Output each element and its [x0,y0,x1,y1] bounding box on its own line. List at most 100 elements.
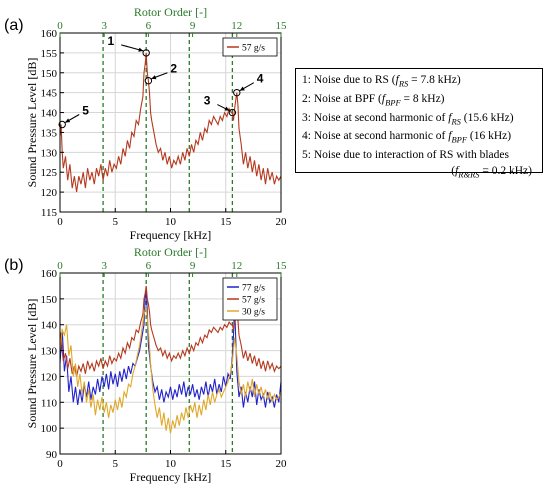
annotation-marker [58,120,66,129]
legend-entry: 57 g/s [242,296,265,306]
y-tick-label: 130 [41,346,58,358]
top-tick-label: 9 [190,260,196,272]
note-text: 4: Noise at second harmonic of [302,130,449,143]
annotation-5: 5 [58,103,89,129]
y-tick-label: 150 [41,68,58,80]
annotation-marker [228,108,237,117]
annotation-arrowhead [224,106,230,111]
y-tick-label: 110 [41,397,58,409]
note-symbol: f [381,92,386,105]
y-axis-label: Sound Pressure Level [dB] [25,58,39,188]
x-tick-label: 20 [276,216,288,228]
note-line-1: 1: Noise due to RS (fRS = 7.8 kHz) [302,73,536,92]
note-text: = 0.2 kHz) [479,164,532,177]
note-symbol: f [395,74,399,86]
note-line-3: 3: Noise at second harmonic of fRS (15.6… [302,111,536,130]
top-tick-label: 0 [57,260,63,272]
annotation-notes-box: 1: Noise due to RS (fRS = 7.8 kHz) 2: Noi… [295,68,543,179]
note-text: (16 kHz) [467,130,512,143]
note-subscript: R&RS [458,168,480,179]
annotation-label: 2 [170,62,177,76]
note-text: 1: Noise due to RS ( [302,74,396,86]
y-tick-label: 120 [41,371,58,383]
legend-frame [222,37,278,57]
top-tick-label: 6 [146,260,152,272]
series-line-30gs [60,306,281,434]
top-tick-label: 6 [146,20,152,32]
note-text: = 8 kHz) [400,92,445,105]
annotation-label: 5 [82,103,89,117]
legend-entry: 30 g/s [242,308,265,318]
x-tick-label: 10 [165,458,177,470]
y-tick-label: 150 [41,294,58,306]
annotation-arrowhead [151,75,157,80]
x-axis-label: Frequency [kHz] [130,470,212,484]
note-subscript: RS [451,115,461,126]
y-tick-label: 145 [41,88,58,100]
panel-label: (a) [4,17,24,34]
x-axis-label: Frequency [kHz] [130,228,212,242]
top-tick-label: 9 [190,20,196,32]
top-tick-label: 15 [276,20,288,32]
series-line-57gs [60,285,281,377]
legend: 57 g/s [222,37,278,57]
note-line-5: 5: Noise due to interaction of RS with b… [302,148,536,164]
note-line-6: (fR&RS = 0.2 kHz) [302,164,536,183]
top-tick-label: 3 [101,20,107,32]
legend-entry: 57 g/s [242,44,265,54]
x-tick-label: 0 [57,216,63,228]
x-tick-label: 0 [57,458,63,470]
series-line-57gs [60,52,281,193]
y-axis-label: Sound Pressure Level [dB] [25,299,39,429]
note-line-2: 2: Noise at BPF (fBPF = 8 kHz) [302,92,536,111]
y-tick-label: 120 [41,187,58,199]
note-subscript: BPF [385,97,401,108]
y-tick-label: 160 [41,28,58,40]
chart-panel-a: (a)0 5 10 15 2011512012513013514014515015516… [4,5,287,242]
annotation-arrowhead [138,47,144,52]
y-tick-label: 90 [46,449,58,461]
y-tick-label: 115 [41,207,58,219]
annotation-marker [233,88,241,97]
x-tick-label: 15 [220,216,232,228]
annotation-arrowhead [239,86,245,91]
note-subscript: BPF [451,134,468,145]
top-tick-label: 0 [57,20,63,32]
y-tick-label: 160 [41,268,58,280]
annotation-4: 4 [233,72,264,97]
note-symbol: f [455,164,459,177]
annotation-label: 3 [204,94,211,108]
annotation-label: 1 [108,34,115,48]
panel-label: (b) [4,257,24,274]
top-tick-label: 12 [231,20,242,32]
x-tick-label: 15 [220,458,232,470]
y-tick-label: 125 [41,167,58,179]
top-tick-label: 15 [276,260,288,272]
y-tick-label: 100 [41,423,58,435]
top-tick-label: 12 [231,260,242,272]
note-text: 2: Noise at BPF ( [302,92,382,105]
annotation-marker [144,77,153,85]
legend: 77 g/s 57 g/s 30 g/s [222,277,278,321]
annotation-marker [142,49,150,57]
y-tick-label: 140 [41,108,58,120]
note-text: 5: Noise due to interaction of RS with b… [302,149,509,162]
x-tick-label: 5 [113,216,119,228]
x-tick-label: 20 [276,458,288,470]
y-tick-label: 130 [41,147,58,159]
top-axis-label: Rotor Order [-] [134,245,207,259]
note-text: ( [451,164,456,177]
note-text: 3: Noise at second harmonic of [302,111,449,124]
x-tick-label: 5 [113,458,119,470]
note-symbol: f [448,130,452,143]
note-text: (15.6 kHz) [460,111,514,124]
note-subscript: RS [398,78,409,89]
series-line-77gs [60,288,281,408]
y-tick-label: 155 [41,48,58,60]
y-tick-label: 140 [41,320,58,332]
top-axis-label: Rotor Order [-] [134,5,207,19]
annotation-arrowhead [65,118,71,123]
note-text: = 7.8 kHz) [408,74,461,86]
